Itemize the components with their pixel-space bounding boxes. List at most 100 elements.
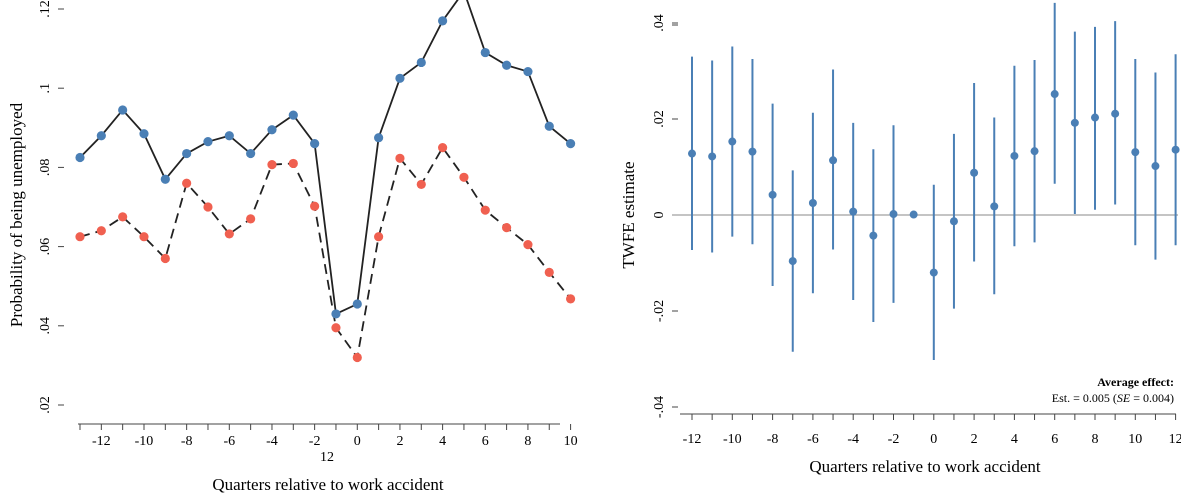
series-solid-point	[246, 148, 256, 159]
series-dashed-point	[96, 226, 106, 236]
estimate-point	[1010, 151, 1019, 160]
x-tick-label: -12	[92, 434, 111, 449]
x-tick-label: -6	[807, 432, 819, 447]
x-tick-label: 0	[354, 434, 361, 449]
series-dashed-point	[352, 352, 362, 363]
estimate-point	[869, 231, 878, 240]
series-dashed-point	[310, 201, 320, 211]
estimate-point	[970, 168, 979, 177]
average-effect-title: Average effect:	[1097, 375, 1174, 389]
x-extra-label: 12	[320, 450, 334, 465]
series-solid-point	[544, 121, 554, 131]
y-tick-label: .02	[38, 396, 53, 414]
series-solid-point	[160, 174, 170, 184]
y-tick-label: .04	[38, 317, 53, 335]
series-solid-point	[267, 125, 277, 135]
left-chart: .02 .04 .06 .08 .1 .12 -12 -10 -8 -6 -4 -2 0 2 4 6 8 10 12…	[7, 0, 578, 494]
series-dashed-point	[480, 205, 490, 215]
y-axis-title: TWFE estimate	[619, 161, 638, 268]
y-tick-label: .02	[652, 110, 667, 128]
x-tick-label: 2	[396, 434, 403, 449]
average-effect-estimate: Est. = 0.005 (SE = 0.004)	[1052, 391, 1174, 405]
y-tick-label: -.04	[652, 396, 667, 418]
series-dashed-point	[224, 229, 234, 239]
x-tick-label: -12	[683, 432, 702, 447]
estimate-point	[889, 210, 898, 219]
series-dashed-line	[79, 145, 572, 360]
series-solid-point	[139, 129, 149, 139]
x-tick-label: 8	[1092, 432, 1099, 447]
x-tick-label: 8	[524, 434, 531, 449]
x-tick-label: 10	[564, 434, 578, 449]
series-solid-point	[331, 309, 341, 319]
x-tick-label: -6	[223, 434, 235, 449]
est-suffix: = 0.004)	[1130, 391, 1174, 405]
y-tick-label: .04	[652, 14, 667, 32]
series-solid-point	[502, 60, 512, 70]
series-dashed-point	[267, 160, 277, 170]
y-axis-title: Probability of being unemployed	[7, 102, 26, 327]
estimate-point	[788, 257, 797, 266]
estimate-point	[708, 152, 717, 161]
x-tick-label: -8	[767, 432, 779, 447]
series-dashed-point	[288, 158, 298, 169]
series-solid-point	[75, 152, 85, 163]
estimate-point	[1151, 162, 1160, 171]
estimate-point	[1111, 109, 1120, 118]
series-dashed-point	[544, 267, 554, 277]
series-solid-point	[438, 16, 448, 26]
x-tick-label: 2	[971, 432, 978, 447]
estimate-point	[728, 137, 737, 146]
y-tick-label: .08	[38, 159, 53, 177]
series-dashed-point	[523, 240, 533, 250]
x-tick-label: -10	[135, 434, 154, 449]
series-dashed-point	[374, 232, 384, 242]
series-solid-point	[480, 47, 490, 58]
estimate-point	[1070, 118, 1079, 127]
estimate-point	[748, 147, 757, 156]
series-dashed-point	[459, 172, 469, 182]
series-solid-point	[203, 137, 213, 147]
x-tick-label: -4	[266, 434, 278, 449]
x-tick-label: -8	[181, 434, 193, 449]
series-solid-point	[96, 131, 106, 141]
estimate-point	[1131, 148, 1140, 157]
x-tick-label: 4	[1011, 432, 1018, 447]
x-tick-label: -4	[847, 432, 859, 447]
series-dashed-point	[182, 178, 192, 188]
estimate-point	[849, 207, 858, 216]
series-dashed-point	[160, 253, 170, 264]
estimate-point	[768, 190, 777, 199]
series-solid-point	[118, 105, 128, 115]
x-tick-label: 0	[930, 432, 937, 447]
x-axis-title: Quarters relative to work accident	[212, 475, 444, 494]
y-tick-label: .12	[38, 0, 53, 18]
y-tick-label: .06	[38, 238, 53, 256]
y-tick-label: -.02	[652, 300, 667, 322]
estimate-point	[1050, 90, 1059, 99]
series-dashed-point	[118, 212, 128, 222]
series-solid-point	[395, 73, 405, 83]
x-tick-label: 6	[482, 434, 489, 449]
series-solid-point	[565, 139, 576, 149]
series-solid-point	[374, 133, 384, 143]
x-axis-title: Quarters relative to work accident	[809, 457, 1041, 476]
series-dashed-point	[502, 222, 512, 233]
series-dashed-point	[438, 143, 448, 153]
estimate-point	[808, 199, 817, 207]
x-tick-label: 4	[439, 434, 446, 449]
series-dashed-point	[395, 153, 405, 163]
estimate-point	[688, 149, 696, 158]
x-tick-label: -2	[309, 434, 321, 449]
series-dashed-point	[246, 214, 256, 224]
series-solid-point	[310, 139, 320, 149]
series-solid-point	[182, 148, 192, 159]
x-tick-label: -2	[888, 432, 900, 447]
series-solid-point	[352, 299, 362, 309]
series-solid-point	[416, 57, 426, 68]
x-tick-label: -10	[723, 432, 742, 447]
series-dashed-point	[75, 232, 85, 242]
estimate-point	[1030, 147, 1039, 156]
x-tick-label: 6	[1051, 432, 1058, 447]
